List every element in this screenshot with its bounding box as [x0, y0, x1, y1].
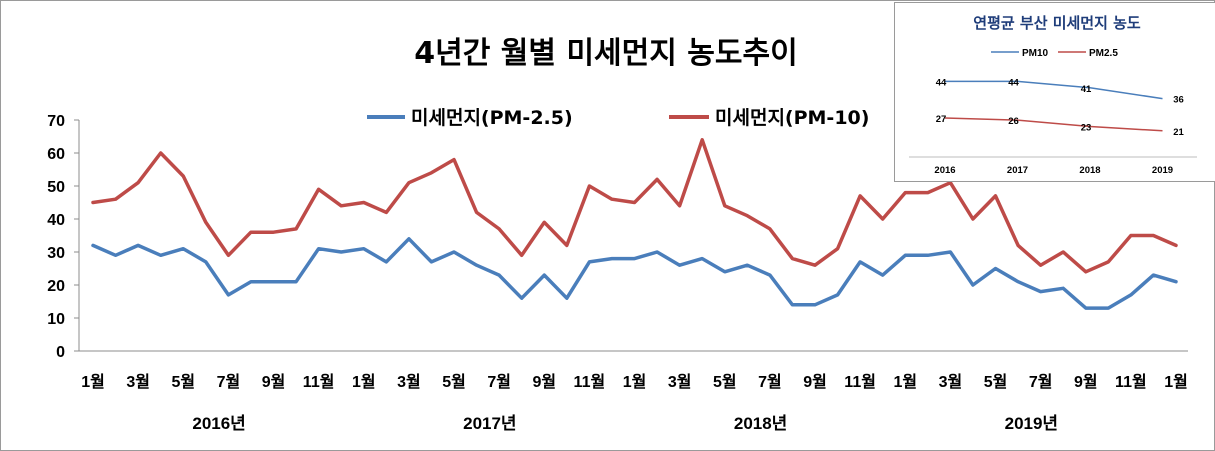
x-tick-label: 11월 [574, 373, 606, 391]
inset-x-tick-label: 2017 [1007, 165, 1028, 176]
year-label: 2018년 [734, 414, 787, 433]
x-tick-label: 9월 [1074, 373, 1098, 391]
inset-data-label: 44 [936, 77, 947, 88]
series-lines [91, 138, 1178, 310]
inset-x-tick-label: 2019 [1152, 165, 1173, 176]
x-tick-label: 3월 [939, 373, 963, 391]
annual-chart: 연평균 부산 미세먼지 농도 PM10 PM2.5 2016 2017 2018 20… [909, 14, 1197, 176]
x-tick-label: 1월 [893, 373, 917, 391]
x-tick-label: 5월 [171, 373, 195, 391]
y-tick-label: 20 [47, 278, 65, 295]
x-tick-label: 7월 [1029, 373, 1053, 391]
x-tick-label: 9월 [803, 373, 827, 391]
inset-data-label: 41 [1081, 84, 1092, 95]
legend: 미세먼지(PM-2.5) 미세먼지(PM-10) [367, 107, 869, 129]
x-tick-label: 11월 [1115, 373, 1147, 391]
inset-x-tick-label: 2016 [934, 165, 955, 176]
legend-label-pm10: 미세먼지(PM-10) [715, 107, 869, 129]
x-tick-label: 3월 [397, 373, 421, 391]
tick-labels: 0 10 20 30 40 50 60 70 1월 3월 5월 7월 9월 11월 1월 3월 5월 7월 9월 11… [47, 113, 1188, 433]
inset-chart-panel: 연평균 부산 미세먼지 농도 PM10 PM2.5 2016 2017 2018 20… [894, 2, 1215, 182]
x-tick-label: 7월 [217, 373, 241, 391]
chart-title: 4년간 월별 미세먼지 농도추이 [414, 36, 797, 71]
x-tick-label: 5월 [442, 373, 466, 391]
y-tick-label: 60 [47, 146, 65, 163]
inset-series: 2016 2017 2018 2019 44 44 41 36 27 26 23 21 [934, 77, 1184, 176]
inset-data-label: 26 [1008, 116, 1019, 127]
x-tick-label: 3월 [668, 373, 692, 391]
inset-legend-label-pm25: PM2.5 [1089, 48, 1118, 59]
y-tick-label: 30 [47, 245, 65, 262]
inset-data-label: 21 [1173, 127, 1184, 138]
legend-label-pm25: 미세먼지(PM-2.5) [411, 107, 573, 129]
inset-line-pm25 [944, 117, 1163, 132]
x-tick-label: 1월 [81, 373, 105, 391]
inset-data-label: 27 [936, 114, 947, 125]
x-tick-label: 11월 [844, 373, 876, 391]
x-tick-label: 5월 [984, 373, 1008, 391]
series-line-pm10 [91, 138, 1178, 274]
x-tick-label: 9월 [532, 373, 556, 391]
inset-data-label: 36 [1173, 95, 1184, 106]
axes [74, 119, 1188, 352]
y-tick-label: 70 [47, 113, 65, 130]
y-tick-label: 0 [56, 344, 65, 361]
series-line-pm25 [91, 237, 1178, 310]
x-tick-label: 1월 [352, 373, 376, 391]
inset-legend-label-pm10: PM10 [1022, 48, 1049, 59]
year-label: 2019년 [1005, 414, 1058, 433]
y-tick-label: 50 [47, 179, 65, 196]
x-tick-label: 11월 [303, 373, 335, 391]
x-tick-label: 5월 [713, 373, 737, 391]
y-tick-label: 40 [47, 212, 65, 229]
inset-data-label: 23 [1081, 123, 1092, 134]
year-label: 2016년 [192, 414, 245, 433]
inset-title: 연평균 부산 미세먼지 농도 [973, 14, 1141, 32]
year-label: 2017년 [463, 414, 516, 433]
x-tick-label: 7월 [758, 373, 782, 391]
x-tick-label: 9월 [262, 373, 286, 391]
inset-line-pm10 [945, 80, 1163, 100]
inset-legend: PM10 PM2.5 [991, 48, 1118, 59]
x-tick-label: 1월 [1164, 373, 1188, 391]
x-tick-label: 1월 [623, 373, 647, 391]
y-tick-label: 10 [47, 311, 65, 328]
x-tick-label: 3월 [126, 373, 150, 391]
inset-x-tick-label: 2018 [1079, 165, 1100, 176]
inset-data-label: 44 [1008, 77, 1019, 88]
x-tick-label: 7월 [487, 373, 511, 391]
